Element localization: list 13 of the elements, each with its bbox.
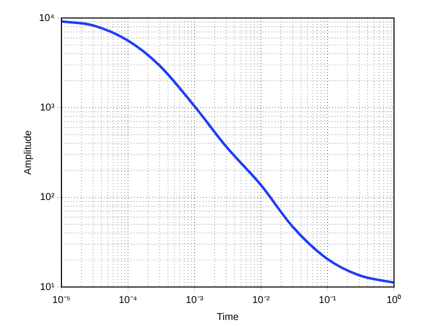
y-axis-title: Amplitude [22, 130, 34, 175]
x-tick-label: 10⁻¹ [318, 294, 337, 306]
y-tick-label: 10³ [40, 102, 56, 114]
y-tick-label: 10¹ [40, 282, 56, 293]
line-series [61, 20, 394, 284]
x-tick-label: 10⁻³ [186, 294, 204, 306]
x-tick-label: 10⁻² [252, 294, 270, 306]
x-axis-title: Time [216, 312, 240, 323]
x-tick-label: 10⁻⁵ [52, 294, 71, 306]
y-tick-label: 10⁴ [39, 12, 54, 24]
y-tick-label: 10² [40, 192, 56, 204]
x-tick-label: 10⁰ [386, 294, 402, 306]
x-tick-label: 10⁻⁴ [118, 294, 138, 306]
